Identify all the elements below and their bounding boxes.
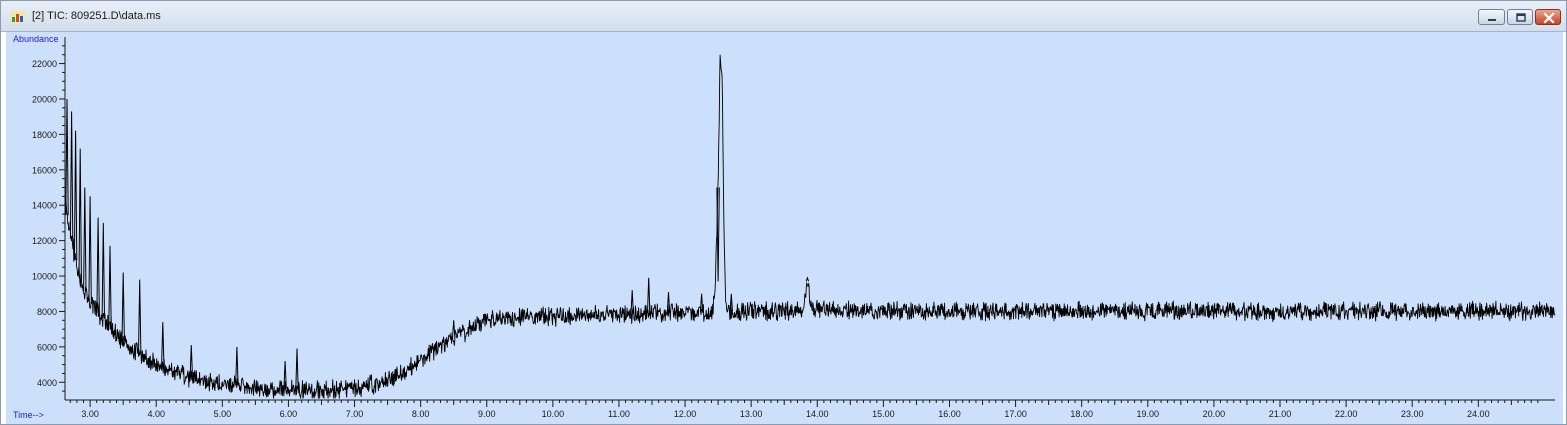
x-tick-label: 24.00 xyxy=(1467,409,1490,419)
close-button[interactable] xyxy=(1535,9,1561,25)
y-tick-label: 6000 xyxy=(37,342,57,352)
tic-spike xyxy=(283,360,287,390)
x-tick-label: 7.00 xyxy=(346,409,364,419)
x-tick-label: 6.00 xyxy=(280,409,298,419)
tic-spike xyxy=(65,98,69,216)
tic-spike xyxy=(121,272,125,341)
tic-spike xyxy=(647,277,651,314)
tic-spike xyxy=(88,196,92,301)
x-tick-label: 10.00 xyxy=(542,409,565,419)
x-tick-label: 19.00 xyxy=(1137,409,1160,419)
window-title: [2] TIC: 809251.D\data.ms xyxy=(32,10,161,22)
minimize-button[interactable] xyxy=(1478,9,1505,25)
tic-spike xyxy=(235,346,239,386)
tic-spike xyxy=(73,130,78,261)
x-axis-label: Time--> xyxy=(13,410,44,420)
tic-spike xyxy=(108,245,112,327)
x-axis: 3.00 4.00 5.00 6.00 7.00 8.00 9.00 10.00 11.00 12… xyxy=(65,399,1555,419)
tic-spike xyxy=(699,293,704,313)
x-tick-label: 8.00 xyxy=(412,409,430,419)
tic-chart: 4000 6000 8000 10000 12000 14000 16000 18000 200… xyxy=(32,37,1556,419)
tic-spike xyxy=(729,293,733,312)
y-tick-label: 12000 xyxy=(32,236,57,246)
tic-spike xyxy=(161,322,165,367)
tic-trace-line xyxy=(64,54,1556,399)
tic-spike xyxy=(101,222,105,319)
tic-spike xyxy=(452,320,456,339)
y-axis: 4000 6000 8000 10000 12000 14000 16000 18000 200… xyxy=(32,37,66,400)
x-tick-label: 20.00 xyxy=(1203,409,1226,419)
chromatogram-app-icon xyxy=(11,11,25,23)
trace-layer xyxy=(64,54,1556,399)
x-tick-label: 3.00 xyxy=(81,409,99,419)
y-tick-label: 18000 xyxy=(32,130,57,140)
y-tick-label: 8000 xyxy=(37,307,57,317)
x-tick-label: 13.00 xyxy=(740,409,763,419)
tic-spike xyxy=(138,279,142,355)
tic-spike xyxy=(78,148,82,278)
y-tick-label: 10000 xyxy=(32,272,57,282)
x-tick-label: 23.00 xyxy=(1401,409,1424,419)
tic-spike xyxy=(805,276,810,282)
tic-spike xyxy=(69,111,74,239)
y-tick-label: 16000 xyxy=(32,165,57,175)
x-tick-label: 17.00 xyxy=(1004,409,1027,419)
x-tick-label: 14.00 xyxy=(806,409,829,419)
y-tick-label: 14000 xyxy=(32,201,57,211)
x-tick-label: 11.00 xyxy=(608,409,630,419)
chromatogram-plot-area[interactable]: 4000 6000 8000 10000 12000 14000 16000 18000 200… xyxy=(6,32,1563,424)
tic-spike xyxy=(630,290,634,314)
tic-spike xyxy=(716,187,720,282)
tic-spike xyxy=(189,345,193,378)
y-tick-label: 22000 xyxy=(32,59,57,69)
tic-spike xyxy=(83,187,87,291)
tic-spike xyxy=(96,217,100,312)
title-bar[interactable]: [2] TIC: 809251.D\data.ms xyxy=(1,1,1566,32)
tic-spike xyxy=(666,291,671,313)
tic-spike xyxy=(295,348,299,390)
x-tick-label: 5.00 xyxy=(214,409,232,419)
x-tick-label: 16.00 xyxy=(938,409,961,419)
x-tick-label: 18.00 xyxy=(1070,409,1093,419)
y-tick-label: 4000 xyxy=(37,378,57,388)
x-tick-label: 22.00 xyxy=(1335,409,1358,419)
y-tick-label: 20000 xyxy=(32,94,57,104)
x-tick-label: 15.00 xyxy=(872,409,895,419)
y-axis-label: Abundance xyxy=(13,34,59,44)
restore-button[interactable] xyxy=(1507,9,1533,25)
restore-icon xyxy=(1516,13,1526,22)
x-tick-label: 4.00 xyxy=(147,409,165,419)
close-icon xyxy=(1543,12,1555,24)
x-tick-label: 9.00 xyxy=(478,409,496,419)
minimize-icon xyxy=(1488,19,1496,21)
x-tick-label: 21.00 xyxy=(1269,409,1292,419)
x-tick-label: 12.00 xyxy=(674,409,697,419)
